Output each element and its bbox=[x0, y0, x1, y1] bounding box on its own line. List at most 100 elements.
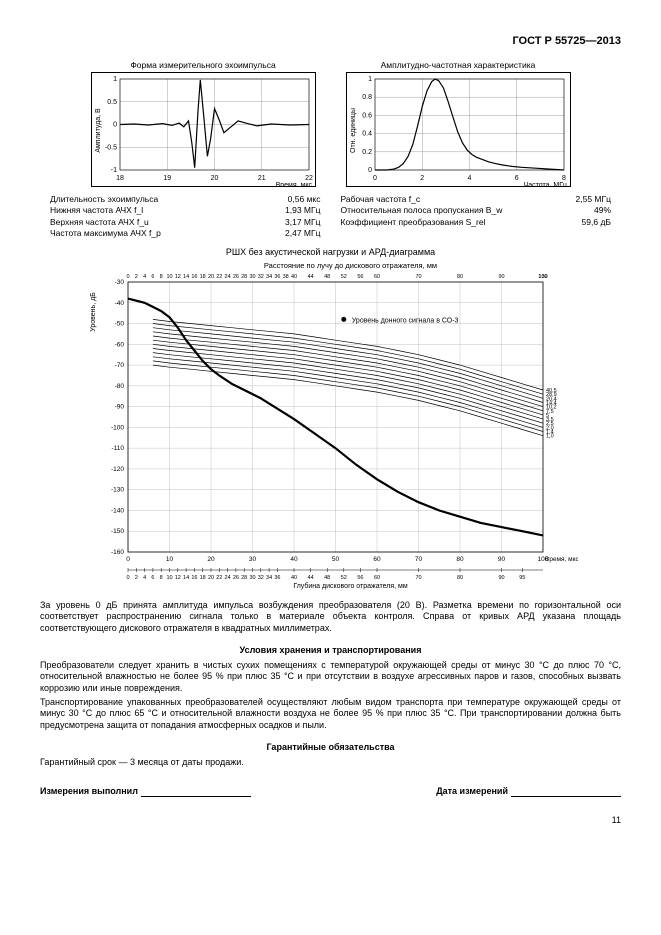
svg-text:1: 1 bbox=[113, 76, 117, 83]
svg-text:26: 26 bbox=[233, 274, 239, 280]
caption-text: За уровень 0 дБ принята амплитуда импуль… bbox=[40, 600, 621, 635]
svg-text:-80: -80 bbox=[115, 383, 125, 390]
afc-chart-title: Амплитудно-частотная характеристика bbox=[346, 60, 571, 70]
svg-text:0: 0 bbox=[373, 175, 377, 182]
svg-text:-30: -30 bbox=[115, 279, 125, 286]
svg-text:32: 32 bbox=[258, 575, 264, 581]
sig-performed-line[interactable] bbox=[141, 787, 251, 797]
svg-text:30: 30 bbox=[249, 556, 257, 563]
svg-text:-40: -40 bbox=[115, 299, 125, 306]
params-right: Рабочая частота f_c2,55 МГцОтносительная… bbox=[341, 194, 612, 239]
warranty-heading: Гарантийные обязательства bbox=[40, 742, 621, 753]
svg-text:0.6: 0.6 bbox=[362, 113, 372, 120]
svg-text:36: 36 bbox=[274, 575, 280, 581]
svg-text:80: 80 bbox=[457, 274, 463, 280]
svg-text:2: 2 bbox=[135, 575, 138, 581]
param-line: Коэффициент преобразования S_rel 59,6 дБ bbox=[341, 217, 612, 227]
svg-text:14: 14 bbox=[183, 274, 189, 280]
svg-text:20: 20 bbox=[210, 175, 218, 182]
svg-text:12: 12 bbox=[175, 274, 181, 280]
param-line: Верхняя частота АЧХ f_u3,17 МГц bbox=[50, 217, 321, 227]
warranty-text: Гарантийный срок — 3 месяца от даты прод… bbox=[40, 757, 621, 769]
param-label: Частота максимума АЧХ f_p bbox=[50, 228, 161, 238]
svg-text:0: 0 bbox=[113, 122, 117, 129]
svg-text:32: 32 bbox=[258, 274, 264, 280]
svg-text:48: 48 bbox=[324, 575, 330, 581]
svg-text:-140: -140 bbox=[111, 507, 124, 514]
svg-text:Частота, МГц: Частота, МГц bbox=[523, 182, 566, 187]
svg-text:4: 4 bbox=[143, 274, 146, 280]
svg-text:6: 6 bbox=[151, 575, 154, 581]
svg-text:70: 70 bbox=[415, 556, 423, 563]
page-number: 11 bbox=[40, 815, 621, 826]
big-chart-title: РШХ без акустической нагрузки и АРД-диаг… bbox=[40, 247, 621, 258]
param-line: Длительность эхоимпульса 0,56 мкс bbox=[50, 194, 321, 204]
svg-text:90: 90 bbox=[498, 575, 504, 581]
svg-text:70: 70 bbox=[415, 274, 421, 280]
svg-text:-0.5: -0.5 bbox=[104, 145, 116, 152]
svg-text:20: 20 bbox=[208, 575, 214, 581]
svg-text:40: 40 bbox=[290, 556, 298, 563]
signature-performed: Измерения выполнил bbox=[40, 786, 251, 797]
storage-heading: Условия хранения и транспортирования bbox=[40, 645, 621, 656]
svg-text:95: 95 bbox=[519, 575, 525, 581]
svg-text:36: 36 bbox=[274, 274, 280, 280]
svg-text:50: 50 bbox=[332, 556, 340, 563]
signature-row: Измерения выполнил Дата измерений bbox=[40, 786, 621, 797]
svg-text:0.4: 0.4 bbox=[362, 131, 372, 138]
svg-text:4: 4 bbox=[143, 575, 146, 581]
svg-text:10: 10 bbox=[166, 556, 174, 563]
param-value: 1,93 МГц bbox=[285, 205, 320, 215]
svg-text:90: 90 bbox=[498, 274, 504, 280]
svg-text:24: 24 bbox=[225, 274, 231, 280]
param-label: Длительность эхоимпульса bbox=[50, 194, 158, 204]
svg-text:40: 40 bbox=[291, 575, 297, 581]
svg-text:2: 2 bbox=[420, 175, 424, 182]
svg-text:34: 34 bbox=[266, 575, 272, 581]
svg-text:8: 8 bbox=[160, 575, 163, 581]
svg-text:14: 14 bbox=[183, 575, 189, 581]
pulse-chart-title: Форма измерительного эхоимпульса bbox=[91, 60, 316, 70]
svg-text:20: 20 bbox=[207, 556, 215, 563]
svg-text:21: 21 bbox=[257, 175, 265, 182]
param-line: Нижняя частота АЧХ f_l1,93 МГц bbox=[50, 205, 321, 215]
svg-text:Расстояние по лучу до дисковог: Расстояние по лучу до дискового отражате… bbox=[264, 261, 437, 270]
svg-text:Амплитуда, В: Амплитуда, В bbox=[95, 108, 102, 153]
svg-text:4: 4 bbox=[467, 175, 471, 182]
svg-text:40: 40 bbox=[291, 274, 297, 280]
standard-code: ГОСТ Р 55725—2013 bbox=[40, 35, 621, 48]
svg-text:48: 48 bbox=[324, 274, 330, 280]
param-label: Коэффициент преобразования S_rel bbox=[341, 217, 486, 227]
svg-text:16: 16 bbox=[191, 575, 197, 581]
svg-text:19: 19 bbox=[163, 175, 171, 182]
sig-date-line[interactable] bbox=[511, 787, 621, 797]
svg-text:52: 52 bbox=[341, 575, 347, 581]
svg-text:22: 22 bbox=[216, 274, 222, 280]
svg-text:-100: -100 bbox=[111, 424, 124, 431]
svg-text:6: 6 bbox=[514, 175, 518, 182]
param-value: 59,6 дБ bbox=[582, 217, 611, 227]
svg-text:10: 10 bbox=[166, 274, 172, 280]
svg-text:-110: -110 bbox=[111, 445, 124, 452]
param-value: 2,47 МГц bbox=[285, 228, 320, 238]
param-line: Частота максимума АЧХ f_p 2,47 МГц bbox=[50, 228, 321, 238]
svg-text:30: 30 bbox=[249, 575, 255, 581]
param-value: 0,56 мкс bbox=[288, 194, 321, 204]
params-left: Длительность эхоимпульса 0,56 мксНижняя ч… bbox=[50, 194, 321, 239]
svg-text:-120: -120 bbox=[111, 466, 124, 473]
svg-text:Время, мкс: Время, мкс bbox=[545, 556, 578, 563]
svg-text:28: 28 bbox=[241, 575, 247, 581]
small-charts-row: Форма измерительного эхоимпульса 1819202… bbox=[40, 60, 621, 190]
svg-text:-1: -1 bbox=[110, 167, 116, 174]
svg-text:60: 60 bbox=[373, 556, 381, 563]
svg-text:Уровень, дБ: Уровень, дБ bbox=[90, 292, 97, 332]
params-row: Длительность эхоимпульса 0,56 мксНижняя ч… bbox=[40, 194, 621, 239]
svg-text:Время, мкс: Время, мкс bbox=[275, 182, 312, 187]
svg-text:26: 26 bbox=[233, 575, 239, 581]
svg-text:-130: -130 bbox=[111, 486, 124, 493]
svg-text:-70: -70 bbox=[115, 362, 125, 369]
ard-chart: Расстояние по лучу до дискового отражате… bbox=[40, 260, 621, 590]
svg-text:16: 16 bbox=[191, 274, 197, 280]
svg-text:-60: -60 bbox=[115, 341, 125, 348]
svg-text:8: 8 bbox=[160, 274, 163, 280]
